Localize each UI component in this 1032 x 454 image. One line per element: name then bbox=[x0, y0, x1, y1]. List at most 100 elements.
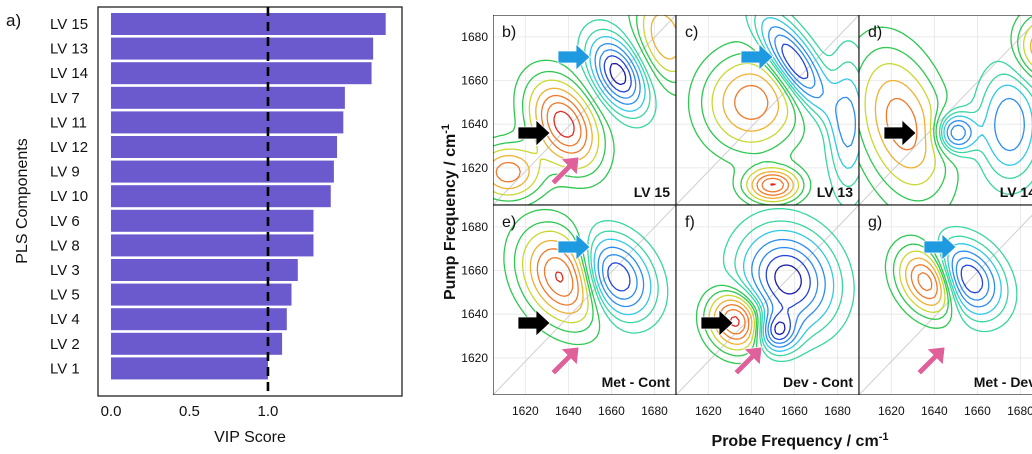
contour-line bbox=[892, 243, 949, 321]
category-label: LV 9 bbox=[50, 164, 80, 181]
contour-line bbox=[584, 28, 651, 120]
bar-plot-frame bbox=[97, 6, 403, 397]
contour-line bbox=[601, 254, 638, 300]
contour-line bbox=[700, 52, 805, 206]
contour-line bbox=[553, 110, 575, 138]
panel-label: d) bbox=[868, 24, 882, 41]
bar-lv-7 bbox=[111, 86, 345, 109]
y-tick-label: 1620 bbox=[461, 351, 488, 365]
contour-line bbox=[885, 97, 918, 151]
y-tick-label: 1640 bbox=[461, 307, 488, 321]
contour-line bbox=[874, 37, 1032, 169]
contour-tick-labels-group: 1620 1640 1660 1680 1620 1640 1660 1680 1620 1640… bbox=[461, 30, 1032, 418]
contour-line bbox=[594, 42, 641, 105]
x-axis-label: VIP Score bbox=[214, 429, 286, 446]
blue-arrow-icon bbox=[923, 233, 957, 261]
contour-line bbox=[960, 264, 984, 294]
contour-line bbox=[951, 250, 996, 308]
contour-line bbox=[713, 299, 753, 345]
contour-line bbox=[770, 183, 777, 186]
contour-line bbox=[946, 97, 1025, 152]
pink-arrow-icon bbox=[916, 346, 946, 376]
contour-line bbox=[554, 271, 564, 283]
contour-line bbox=[864, 25, 1032, 186]
contour-line bbox=[722, 73, 795, 199]
category-label: LV 1 bbox=[50, 360, 80, 377]
panel-title: LV 15 bbox=[634, 184, 671, 200]
contour-maps-panel: b) LV 15 c) LV 13 d) LV 14 e) Met - Cont f) Dev -… bbox=[440, 15, 1032, 450]
contour-line bbox=[543, 257, 574, 297]
category-label: LV 8 bbox=[50, 237, 80, 254]
contour-line bbox=[495, 94, 588, 183]
panel-frame bbox=[858, 204, 1032, 395]
bar-lv-10 bbox=[111, 185, 331, 208]
panel-label: c) bbox=[685, 24, 698, 41]
panel-label-a: a) bbox=[6, 11, 21, 30]
panel-background bbox=[859, 15, 1032, 205]
y-tick-label: 1640 bbox=[461, 117, 488, 131]
pump-axis-label: Pump Frequency / cm-1 bbox=[440, 124, 459, 300]
contour-line bbox=[938, 60, 1032, 195]
contour-line bbox=[599, 49, 637, 99]
x-tick-labels-group: 0.0 0.5 1.0 bbox=[101, 403, 279, 420]
contour-line bbox=[942, 235, 1009, 323]
contour-line bbox=[917, 271, 933, 292]
contour-line bbox=[761, 177, 785, 193]
x-tick-label: 1620 bbox=[878, 404, 905, 418]
x-tick-label: 1640 bbox=[738, 404, 765, 418]
x-tick-label: 1620 bbox=[512, 404, 539, 418]
black-arrow-icon bbox=[517, 119, 551, 147]
contour-line bbox=[774, 264, 802, 336]
contour-line bbox=[609, 62, 627, 86]
contour-line bbox=[937, 225, 1018, 333]
bar-lv-9 bbox=[111, 160, 334, 183]
contour-line bbox=[734, 220, 844, 357]
contour-line bbox=[597, 246, 645, 308]
panel-title: Met - Cont bbox=[602, 374, 671, 390]
contour-line bbox=[774, 34, 816, 89]
category-label: LV 2 bbox=[50, 336, 80, 353]
bar-lv-3 bbox=[111, 259, 298, 281]
bar-lv-6 bbox=[111, 209, 314, 232]
contour-line bbox=[589, 35, 646, 112]
contour-line bbox=[758, 246, 819, 345]
contour-line bbox=[751, 238, 826, 348]
contour-line bbox=[607, 262, 631, 292]
contour-line bbox=[905, 257, 942, 306]
panel-label: e) bbox=[502, 214, 516, 231]
diagonal-line bbox=[675, 15, 860, 206]
y-tick-label: 1620 bbox=[461, 161, 488, 175]
x-tick-label: 0.0 bbox=[101, 403, 122, 420]
contour-line bbox=[955, 257, 990, 301]
x-tick-label: 1640 bbox=[555, 404, 582, 418]
contour-panel-f: f) Dev - Cont bbox=[675, 204, 860, 395]
x-tick-label: 0.5 bbox=[179, 403, 200, 420]
contour-line bbox=[695, 284, 759, 365]
contour-panel-b: b) LV 15 bbox=[493, 15, 677, 206]
panel-title: LV 14 bbox=[1000, 184, 1032, 200]
contour-line bbox=[711, 62, 800, 203]
bar-lv-8 bbox=[111, 234, 314, 257]
contour-line bbox=[950, 124, 966, 141]
black-arrow-icon bbox=[700, 309, 734, 337]
category-label: LV 6 bbox=[50, 213, 80, 230]
contour-line bbox=[754, 15, 860, 188]
contour-line bbox=[768, 26, 857, 148]
bar-lv-5 bbox=[111, 283, 292, 306]
contour-line bbox=[722, 207, 855, 363]
x-tick-label: 1660 bbox=[964, 404, 991, 418]
category-label: LV 10 bbox=[50, 188, 88, 205]
x-tick-label: 1.0 bbox=[258, 403, 279, 420]
blue-arrow-icon bbox=[740, 43, 774, 71]
y-tick-label: 1680 bbox=[461, 30, 488, 44]
pink-arrow-icon bbox=[733, 346, 763, 376]
x-tick-label: 1680 bbox=[641, 404, 668, 418]
blue-arrow-icon bbox=[557, 233, 591, 261]
x-tick-label: 1660 bbox=[781, 404, 808, 418]
category-labels-group: LV 15 LV 13 LV 14 LV 7 LV 11 LV 12 LV 9 LV 10 LV… bbox=[50, 16, 88, 377]
y-tick-label: 1660 bbox=[461, 74, 488, 88]
black-arrow-icon bbox=[517, 309, 551, 337]
diagonal-line bbox=[675, 204, 860, 395]
bar-lv-1 bbox=[111, 357, 268, 380]
